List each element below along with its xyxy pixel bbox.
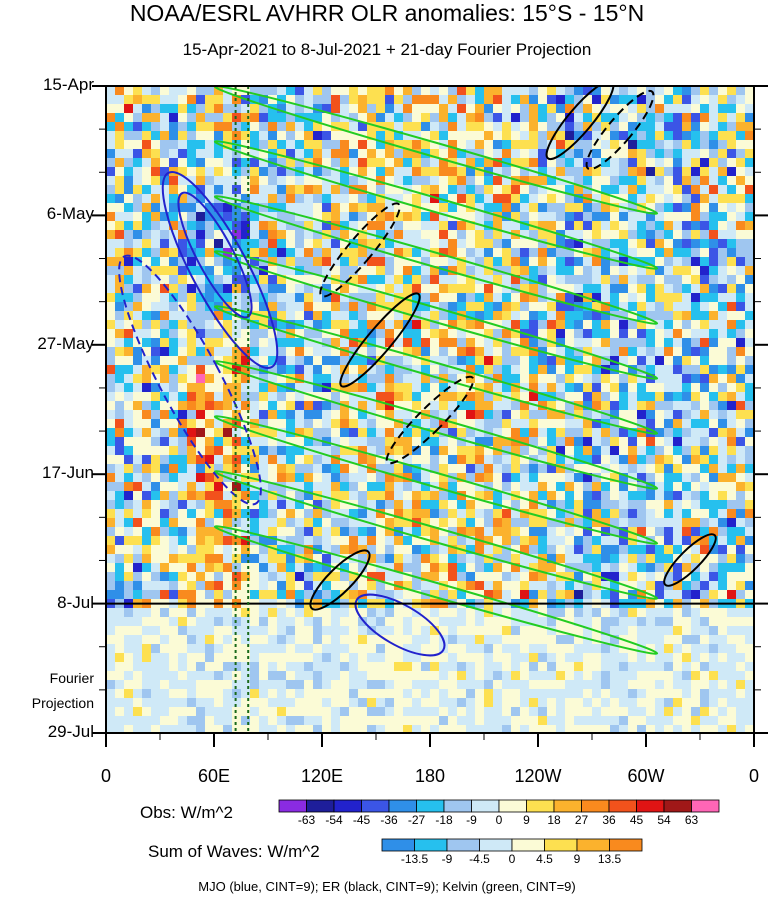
waves-colorbar-swatch bbox=[511, 838, 545, 852]
waves-colorbar-tick: 0 bbox=[508, 852, 516, 866]
obs-colorbar-tick: 0 bbox=[495, 813, 503, 827]
er-contour bbox=[319, 202, 401, 298]
obs-colorbar-tick: 18 bbox=[547, 813, 561, 827]
y-tick-label: 27-May bbox=[37, 333, 94, 353]
obs-colorbar-tick: 36 bbox=[602, 813, 616, 827]
waves-colorbar-tick: -13.5 bbox=[400, 852, 429, 866]
x-tick-label: 120W bbox=[514, 766, 562, 786]
chart-title: NOAA/ESRL AVHRR OLR anomalies: 15°S - 15… bbox=[129, 0, 645, 26]
waves-colorbar-tick: 4.5 bbox=[536, 852, 553, 866]
fourier-label-line1: Fourier bbox=[49, 670, 94, 686]
obs-colorbar-swatch bbox=[608, 799, 637, 813]
olr-field bbox=[106, 86, 754, 733]
waves-colorbar-label: Sum of Waves: W/m^2 bbox=[148, 842, 320, 861]
er-contour bbox=[385, 375, 475, 465]
obs-colorbar-tick: -36 bbox=[380, 813, 398, 827]
y-tick-label: 15-Apr bbox=[42, 75, 94, 94]
chart-subtitle: 15-Apr-2021 to 8-Jul-2021 + 21-day Fouri… bbox=[182, 40, 592, 59]
x-tick-label: 120E bbox=[300, 766, 344, 786]
obs-colorbar-swatch bbox=[416, 799, 445, 813]
obs-colorbar-tick: 9 bbox=[523, 813, 530, 827]
er-contour bbox=[309, 549, 371, 611]
mjo-contour bbox=[354, 593, 446, 657]
fourier-label-line2: Projection bbox=[31, 695, 94, 711]
waves-colorbar-swatch bbox=[414, 838, 448, 852]
obs-colorbar-tick: -54 bbox=[325, 813, 343, 827]
waves-colorbar-tick: -9 bbox=[441, 852, 453, 866]
obs-colorbar-swatch bbox=[388, 799, 417, 813]
obs-colorbar-swatch bbox=[333, 799, 362, 813]
kelvin-contour bbox=[213, 195, 659, 325]
obs-colorbar-swatch bbox=[636, 799, 665, 813]
obs-colorbar-swatch bbox=[663, 799, 692, 813]
er-contour bbox=[585, 89, 655, 171]
chart-footer: MJO (blue, CINT=9); ER (black, CINT=9); … bbox=[198, 879, 576, 894]
y-tick-label: 17-Jun bbox=[42, 463, 94, 483]
y-tick-label: 8-Jul bbox=[57, 592, 94, 612]
waves-colorbar-swatch bbox=[609, 838, 643, 852]
obs-colorbar-tick: -63 bbox=[297, 813, 316, 827]
waves-colorbar-tick: 13.5 bbox=[597, 852, 622, 866]
x-tick-label: 60W bbox=[627, 766, 665, 786]
y-tick-label: 6-May bbox=[46, 204, 94, 224]
obs-colorbar-tick: -45 bbox=[352, 813, 371, 827]
obs-colorbar-swatch bbox=[306, 799, 335, 813]
waves-colorbar-tick: -4.5 bbox=[469, 852, 490, 866]
obs-colorbar-label: Obs: W/m^2 bbox=[140, 803, 233, 822]
obs-colorbar-swatch bbox=[526, 799, 555, 813]
obs-colorbar-swatch bbox=[553, 799, 582, 813]
obs-colorbar-tick: 54 bbox=[657, 813, 671, 827]
kelvin-contour bbox=[213, 415, 659, 545]
er-contour bbox=[339, 292, 421, 388]
kelvin-contour bbox=[213, 305, 659, 435]
kelvin-contour bbox=[213, 525, 659, 655]
obs-colorbar-tick: 27 bbox=[574, 813, 589, 827]
obs-colorbar-tick: -9 bbox=[466, 813, 477, 827]
obs-colorbar-swatch bbox=[498, 799, 527, 813]
x-tick-label: 180 bbox=[414, 766, 446, 786]
kelvin-contour bbox=[213, 140, 659, 270]
obs-colorbar-tick: 63 bbox=[684, 813, 699, 827]
waves-colorbar-tick: 9 bbox=[573, 852, 581, 866]
obs-colorbar-swatch bbox=[443, 799, 472, 813]
kelvin-contour bbox=[213, 250, 659, 380]
x-tick-label: 60E bbox=[197, 766, 231, 786]
obs-colorbar-swatch bbox=[471, 799, 500, 813]
obs-colorbar-swatch bbox=[691, 799, 720, 813]
waves-colorbar-swatch bbox=[446, 838, 480, 852]
waves-colorbar-swatch bbox=[576, 838, 610, 852]
obs-colorbar-swatch bbox=[581, 799, 610, 813]
mjo-contour bbox=[118, 254, 262, 506]
obs-colorbar-tick: 45 bbox=[629, 813, 644, 827]
er-contour bbox=[545, 86, 615, 161]
mjo-contour bbox=[161, 170, 279, 370]
waves-colorbar-swatch bbox=[381, 838, 415, 852]
kelvin-contour bbox=[213, 470, 659, 600]
er-contour bbox=[663, 533, 717, 587]
obs-colorbar-swatch bbox=[361, 799, 390, 813]
y-tick-label: 29-Jul bbox=[47, 722, 94, 741]
x-tick-label: 0 bbox=[748, 766, 760, 786]
x-tick-label: 0 bbox=[100, 766, 112, 786]
waves-colorbar-swatch bbox=[479, 838, 513, 852]
obs-colorbar-tick: -27 bbox=[407, 813, 426, 827]
waves-colorbar-swatch bbox=[544, 838, 578, 852]
obs-colorbar-swatch bbox=[278, 799, 307, 813]
obs-colorbar-tick: -18 bbox=[435, 813, 453, 827]
